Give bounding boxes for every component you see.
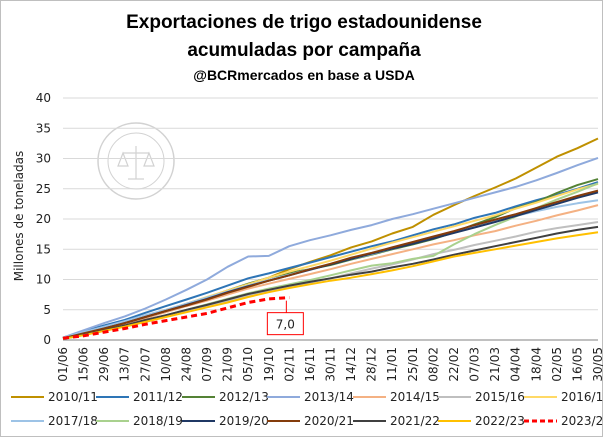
x-tick-label: 19/10 (262, 347, 276, 382)
legend: 2010/11 2011/12 2012/13 2013/14 2014/15 2015/… (11, 390, 603, 428)
x-tick-label: 18/04 (529, 347, 543, 382)
x-tick-label: 16/11 (303, 347, 317, 382)
x-tick-label: 16/05 (570, 347, 584, 382)
x-tick-label: 11/01 (385, 347, 399, 382)
legend-label: 2014/15 (390, 390, 440, 404)
x-tick-label: 10/08 (159, 347, 173, 382)
legend-label: 2018/19 (133, 414, 183, 428)
x-tick-label: 14/12 (344, 347, 358, 382)
y-tick-label: 15 (36, 242, 51, 256)
x-tick-label: 25/01 (406, 347, 420, 382)
x-tick-label: 02/05 (550, 347, 564, 382)
series-line-2021-22 (62, 225, 599, 340)
x-tick-label: 02/11 (282, 347, 296, 382)
x-tick-label: 04/04 (509, 347, 523, 382)
series-line-2010-11 (62, 137, 599, 339)
x-tick-labels: 01/06 15/06 29/06 13/07 27/07 10/08 24/08 07/09… (56, 347, 603, 382)
series-line-2013-14 (62, 156, 599, 339)
y-tick-label: 5 (43, 303, 51, 317)
y-axis-label: Millones de toneladas (12, 151, 26, 282)
bcr-seal-watermark (97, 122, 175, 200)
y-tick-label: 0 (43, 333, 51, 347)
series-line-2023-24 (62, 296, 290, 340)
legend-label: 2023/24 (561, 414, 603, 428)
legend-label: 2016/17 (561, 390, 603, 404)
y-tick-label: 25 (36, 182, 51, 196)
x-tick-label: 21/09 (221, 347, 235, 382)
chart-subtitle: @BCRmercados en base a USDA (193, 67, 414, 83)
legend-label: 2010/11 (48, 390, 98, 404)
legend-label: 2012/13 (219, 390, 269, 404)
x-tick-label: 07/03 (468, 347, 482, 382)
x-tick-label: 15/06 (77, 347, 91, 382)
x-tick-label: 30/05 (591, 347, 603, 382)
legend-label: 2022/23 (475, 414, 525, 428)
series-lines (62, 137, 599, 340)
x-tick-label: 30/11 (324, 347, 338, 382)
x-tick-label: 01/06 (56, 347, 70, 382)
chart-title-line1: Exportaciones de trigo estadounidense (126, 12, 482, 33)
x-tick-label: 24/08 (179, 347, 193, 382)
x-tick-label: 05/10 (241, 347, 255, 382)
y-tick-labels: 0 5 10 15 20 25 30 35 40 (36, 91, 51, 347)
legend-label: 2015/16 (475, 390, 525, 404)
annotation-group: 7,0 (266, 300, 304, 336)
y-tick-label: 10 (36, 273, 51, 287)
legend-label: 2011/12 (133, 390, 183, 404)
x-tick-label: 08/02 (426, 347, 440, 382)
series-line-2022-23 (62, 231, 599, 340)
x-tick-label: 21/03 (488, 347, 502, 382)
x-tick-label: 29/06 (97, 347, 111, 382)
y-tick-label: 30 (36, 152, 51, 166)
y-tick-label: 20 (36, 212, 51, 226)
x-tick-label: 13/07 (118, 347, 132, 382)
legend-label: 2019/20 (219, 414, 269, 428)
series-line-2011-12 (62, 181, 599, 339)
x-tick-label: 27/07 (138, 347, 152, 382)
x-tick-label: 22/02 (447, 347, 461, 382)
annotation-label: 7,0 (276, 318, 295, 332)
legend-label: 2021/22 (390, 414, 440, 428)
y-tick-label: 35 (36, 121, 51, 135)
series-line-2014-15 (62, 204, 599, 340)
x-tick-label: 07/09 (200, 347, 214, 382)
chart-title-line2: acumuladas por campaña (187, 40, 421, 61)
legend-label: 2013/14 (304, 390, 354, 404)
x-tick-label: 28/12 (365, 347, 379, 382)
y-tick-label: 40 (36, 91, 51, 105)
legend-label: 2020/21 (304, 414, 354, 428)
series-line-2020-21 (62, 189, 599, 340)
legend-label: 2017/18 (48, 414, 98, 428)
annotation-box (266, 312, 304, 336)
